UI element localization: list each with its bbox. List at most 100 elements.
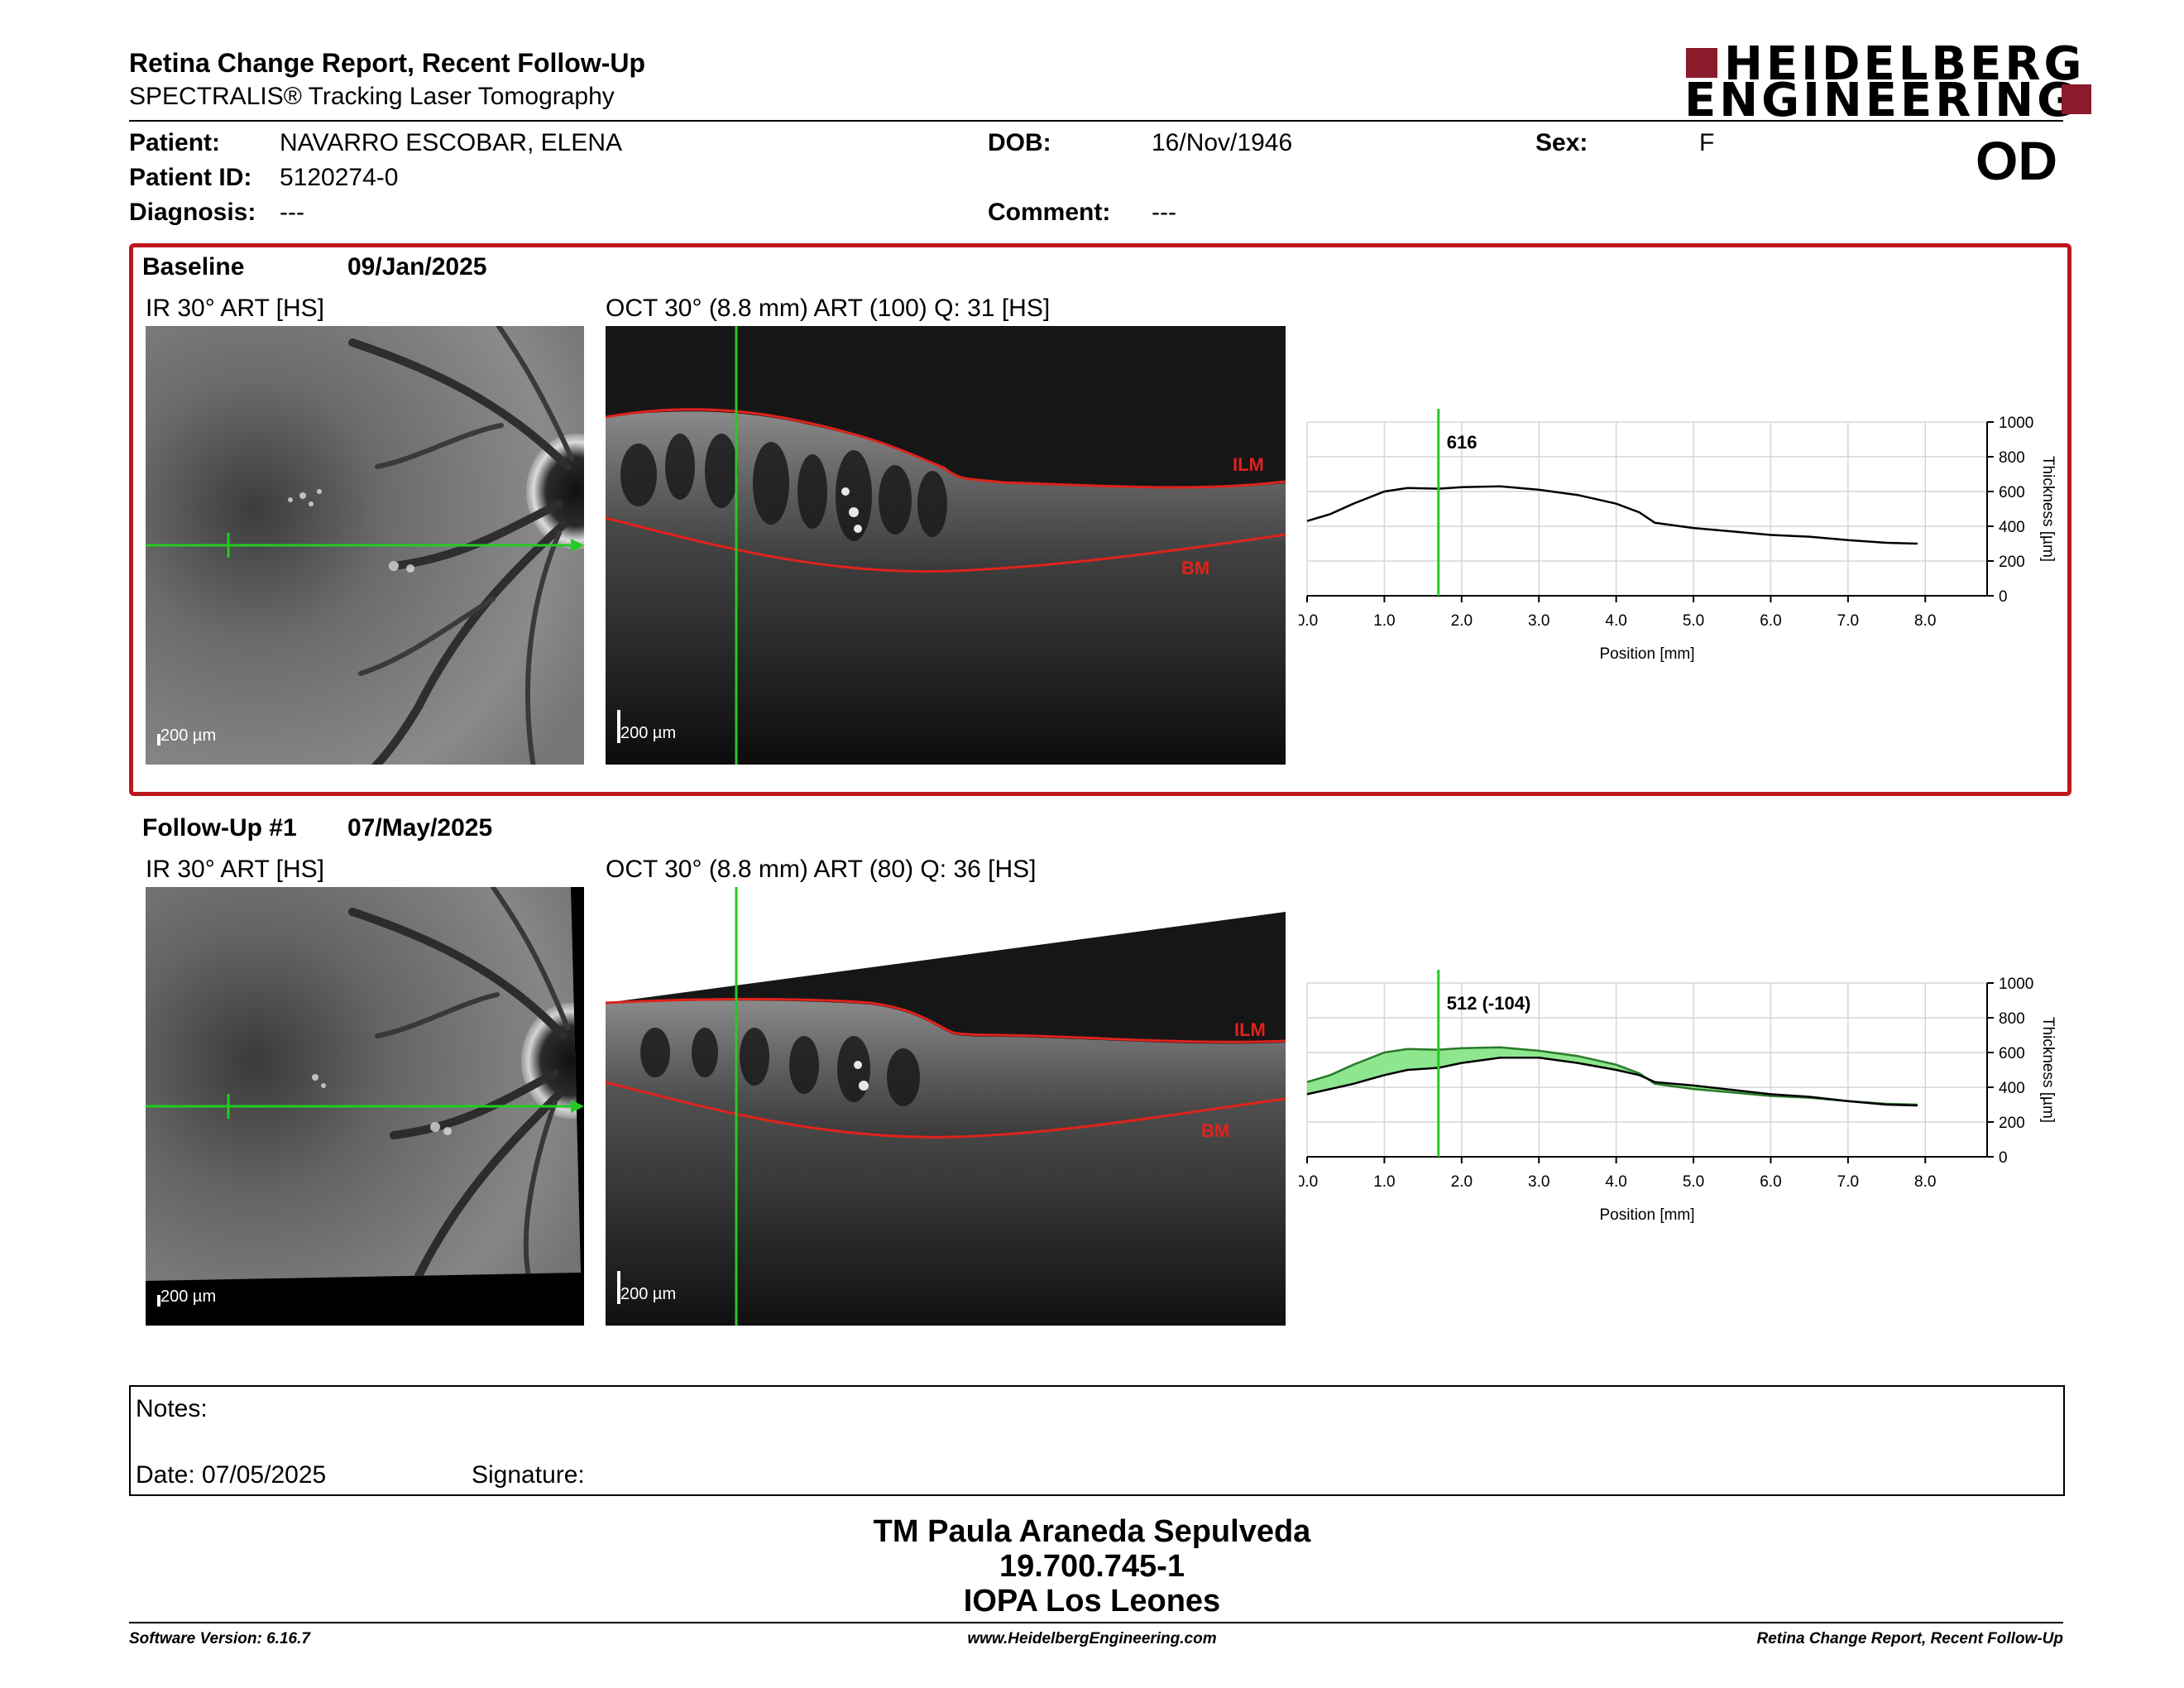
- baseline-oct-svg: ILM BM: [606, 326, 1286, 765]
- x-tick-label: 8.0: [1914, 612, 1936, 630]
- diagnosis-value: ---: [280, 199, 304, 226]
- followup-thickness-chart: 0.0 1.0 2.0 3.0 4.0 5.0 6.0 7.0 8.0 0 200 400 600 800…: [1299, 970, 2057, 1224]
- followup-oct-scale-text: 200 µm: [620, 1285, 677, 1303]
- x-tick-label: 0.0: [1299, 612, 1318, 630]
- heidelberg-logo: HEIDELBERG ENGINEERING: [1684, 41, 2091, 124]
- dob-value: 16/Nov/1946: [1152, 129, 1293, 156]
- x-tick-label: 4.0: [1605, 1173, 1626, 1191]
- followup-ir-label: IR 30° ART [HS]: [146, 856, 324, 883]
- x-tick-label: 5.0: [1683, 1173, 1704, 1191]
- header-divider: [129, 120, 2063, 122]
- baseline-ilm-label: ILM: [1233, 454, 1264, 475]
- y-tick-label: 1000: [1999, 976, 2033, 993]
- baseline-section: [129, 243, 2071, 796]
- followup-oct-svg: ILM BM: [606, 887, 1286, 1326]
- followup-ir-svg: [146, 887, 584, 1281]
- notes-date: Date: 07/05/2025: [136, 1461, 327, 1489]
- followup-label: Follow-Up #1: [142, 814, 297, 842]
- followup-oct-scale: 200 µm: [617, 1271, 676, 1304]
- followup-ir-image: 200 µm: [146, 887, 584, 1326]
- patient-id-label: Patient ID:: [129, 164, 252, 191]
- followup-ir-scale-text: 200 µm: [160, 1288, 217, 1306]
- y-tick-label: 800: [1999, 1010, 2025, 1028]
- followup-date: 07/May/2025: [347, 814, 493, 842]
- x-tick-label: 2.0: [1451, 612, 1473, 630]
- y-tick-label: 200: [1999, 1115, 2025, 1132]
- baseline-oct-label: OCT 30° (8.8 mm) ART (100) Q: 31 [HS]: [606, 295, 1051, 322]
- baseline-ir-scale: 200 µm: [157, 727, 216, 746]
- baseline-oct-image: ILM BM 200 µm: [606, 326, 1286, 765]
- followup-oct-label: OCT 30° (8.8 mm) ART (80) Q: 36 [HS]: [606, 856, 1037, 883]
- x-tick-label: 4.0: [1605, 612, 1626, 630]
- followup-bm-label: BM: [1201, 1120, 1229, 1141]
- thickness-change-area: [1307, 1047, 1918, 1106]
- x-tick-label: 8.0: [1914, 1173, 1936, 1191]
- footer-report-name: Retina Change Report, Recent Follow-Up: [1756, 1630, 2063, 1647]
- y-tick-label: 400: [1999, 1080, 2025, 1097]
- thickness-series-line-0: [1306, 485, 1918, 545]
- x-tick-label: 3.0: [1528, 612, 1549, 630]
- y-tick-label: 200: [1999, 554, 2025, 571]
- x-tick-label: 5.0: [1683, 612, 1704, 630]
- x-axis-label: Position [mm]: [1599, 645, 1694, 663]
- y-tick-label: 1000: [1999, 415, 2033, 432]
- sex-value: F: [1699, 129, 1715, 156]
- comment-label: Comment:: [988, 199, 1111, 226]
- signer-id: 19.700.745-1: [999, 1549, 1185, 1584]
- patient-label: Patient:: [129, 129, 221, 156]
- sex-label: Sex:: [1535, 129, 1588, 156]
- x-tick-label: 7.0: [1837, 1173, 1859, 1191]
- footer-url[interactable]: www.HeidelbergEngineering.com: [967, 1630, 1217, 1647]
- followup-ilm-label: ILM: [1234, 1019, 1266, 1040]
- notes-box: Notes: Date: 07/05/2025 Signature:: [129, 1385, 2065, 1496]
- baseline-oct-scale-text: 200 µm: [620, 724, 677, 742]
- logo-line-1: HEIDELBERG: [1724, 37, 2086, 91]
- baseline-ir-svg: [146, 326, 584, 765]
- y-axis-label: Thickness [µm]: [2039, 1017, 2057, 1123]
- baseline-label: Baseline: [142, 253, 245, 281]
- y-tick-label: 600: [1999, 1045, 2025, 1062]
- x-tick-label: 6.0: [1760, 1173, 1781, 1191]
- followup-oct-image: ILM BM 200 µm: [606, 887, 1286, 1326]
- patient-id: 5120274-0: [280, 164, 399, 191]
- baseline-bm-label: BM: [1181, 558, 1209, 578]
- report-subtitle: SPECTRALIS® Tracking Laser Tomography: [129, 83, 615, 110]
- patient-name: NAVARRO ESCOBAR, ELENA: [280, 129, 622, 156]
- chart-grid: [1306, 421, 1987, 597]
- y-axis-label: Thickness [µm]: [2039, 456, 2057, 562]
- x-tick-label: 3.0: [1528, 1173, 1549, 1191]
- baseline-ir-label: IR 30° ART [HS]: [146, 295, 324, 322]
- baseline-ir-scale-text: 200 µm: [160, 727, 217, 745]
- logo-line-2: ENGINEERING: [1684, 74, 2079, 127]
- x-axis-label: Position [mm]: [1599, 1206, 1694, 1224]
- thickness-series-line-1: [1306, 1057, 1918, 1107]
- notes-label: Notes:: [136, 1395, 208, 1422]
- software-version: Software Version: 6.16.7: [129, 1630, 310, 1647]
- footer-divider: [129, 1622, 2063, 1623]
- y-tick-label: 800: [1999, 449, 2025, 467]
- followup-ir-scale: 200 µm: [157, 1288, 216, 1307]
- eye-indicator: OD: [1976, 130, 2057, 191]
- x-tick-label: 7.0: [1837, 612, 1859, 630]
- cursor-value-label: 512 (-104): [1447, 993, 1531, 1014]
- x-tick-label: 2.0: [1451, 1173, 1473, 1191]
- baseline-oct-scale: 200 µm: [617, 710, 676, 743]
- y-tick-label: 0: [1999, 588, 2008, 606]
- x-tick-label: 1.0: [1373, 612, 1395, 630]
- signature-label: Signature:: [472, 1461, 585, 1489]
- x-tick-label: 1.0: [1373, 1173, 1395, 1191]
- report-title: Retina Change Report, Recent Follow-Up: [129, 48, 646, 78]
- x-tick-label: 0.0: [1299, 1173, 1318, 1191]
- comment-value: ---: [1152, 199, 1176, 226]
- baseline-thickness-chart: 0.0 1.0 2.0 3.0 4.0 5.0 6.0 7.0 8.0 0 200 400 600 800…: [1299, 409, 2057, 663]
- y-tick-label: 400: [1999, 519, 2025, 536]
- y-tick-label: 600: [1999, 484, 2025, 501]
- y-tick-label: 0: [1999, 1149, 2008, 1167]
- diagnosis-label: Diagnosis:: [129, 199, 256, 226]
- baseline-date: 09/Jan/2025: [347, 253, 487, 281]
- x-tick-label: 6.0: [1760, 612, 1781, 630]
- signer-org: IOPA Los Leones: [963, 1584, 1221, 1618]
- cursor-value-label: 616: [1447, 432, 1478, 453]
- baseline-ir-image: 200 µm: [146, 326, 584, 765]
- signer-name: TM Paula Araneda Sepulveda: [873, 1514, 1311, 1549]
